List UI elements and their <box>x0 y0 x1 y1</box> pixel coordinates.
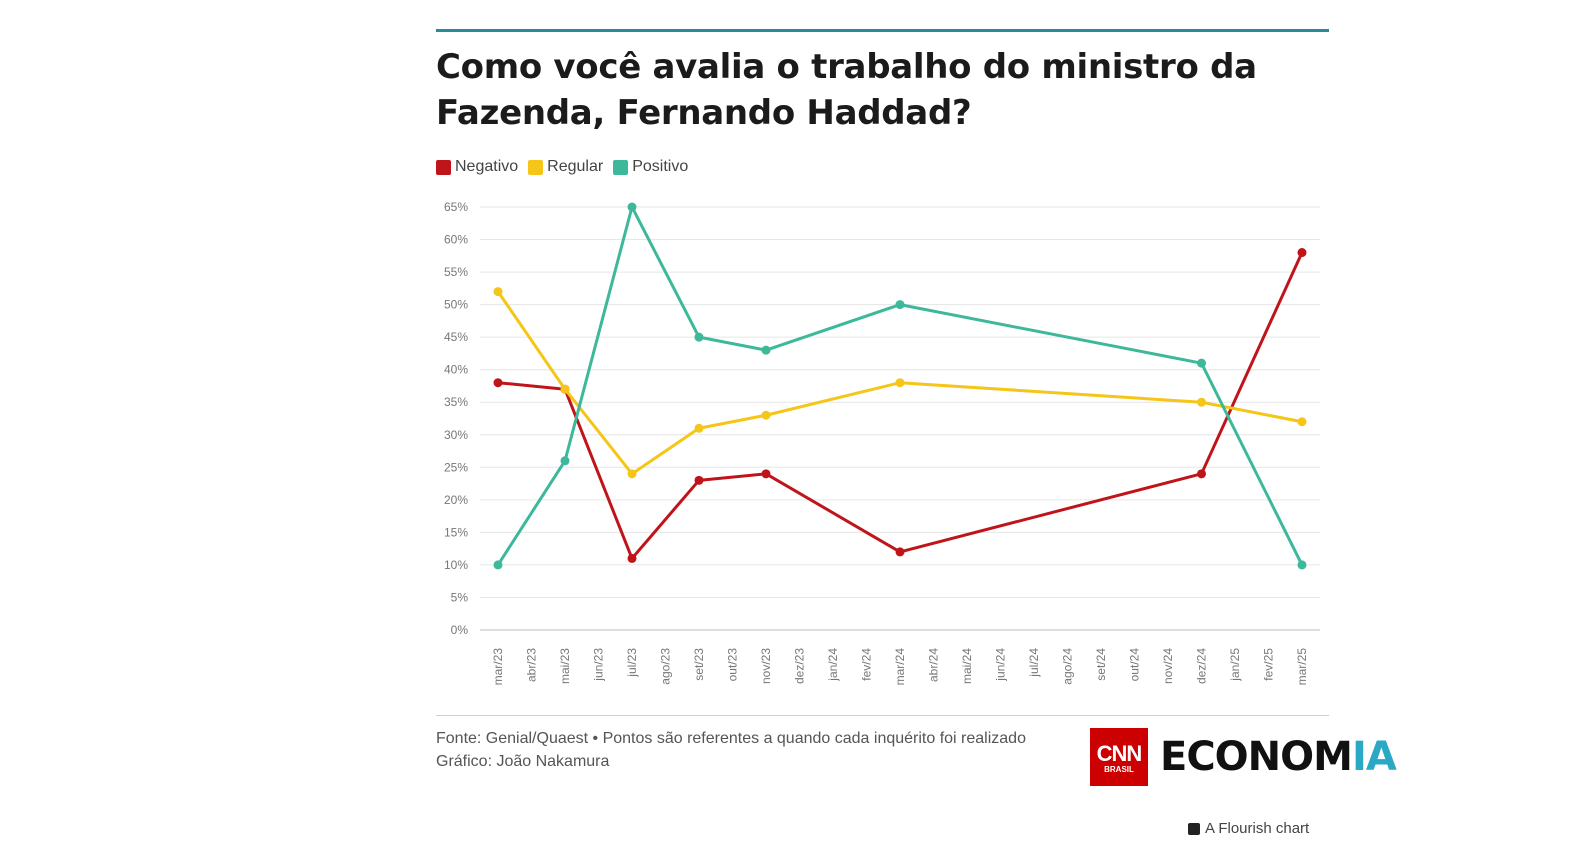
x-tick-label: out/23 <box>726 648 740 682</box>
x-tick-label: jan/24 <box>826 648 840 682</box>
x-tick-label: set/24 <box>1094 648 1108 681</box>
x-tick-label: mai/24 <box>960 648 974 684</box>
legend-item-negativo[interactable]: Negativo <box>436 158 518 176</box>
y-tick-label: 55% <box>444 265 468 279</box>
data-point-negativo <box>1197 469 1206 479</box>
legend-swatch-negativo <box>436 159 451 175</box>
legend-swatch-positivo <box>613 159 629 175</box>
data-point-positivo <box>694 332 704 342</box>
data-point-positivo <box>560 456 570 466</box>
data-point-regular <box>1197 397 1206 407</box>
y-tick-label: 40% <box>444 363 468 377</box>
y-tick-label: 20% <box>444 493 468 507</box>
x-tick-label: nov/23 <box>759 648 773 684</box>
data-point-regular <box>895 378 905 388</box>
data-point-positivo <box>1297 560 1307 570</box>
data-point-negativo <box>493 378 503 388</box>
x-tick-label: jun/23 <box>592 648 606 682</box>
data-point-negativo <box>761 469 771 479</box>
x-tick-label: jul/23 <box>625 648 639 678</box>
x-tick-label: ago/23 <box>659 648 673 685</box>
x-tick-label: dez/24 <box>1195 648 1209 684</box>
data-point-negativo <box>694 475 704 485</box>
cnn-logo-subtext: BRASIL <box>1104 764 1134 774</box>
y-tick-label: 45% <box>444 330 468 344</box>
y-tick-label: 5% <box>451 590 469 604</box>
x-tick-label: jul/24 <box>1027 648 1041 678</box>
x-tick-label: fev/25 <box>1262 648 1276 681</box>
data-point-positivo <box>627 202 637 212</box>
source-note: Fonte: Genial/Quaest • Pontos são refere… <box>436 727 1036 773</box>
x-tick-label: jun/24 <box>994 648 1008 682</box>
y-tick-label: 60% <box>444 233 468 247</box>
series-line-negativo <box>497 251 1304 560</box>
data-point-regular <box>1297 417 1307 427</box>
data-point-positivo <box>1197 358 1206 368</box>
series-line-positivo <box>496 205 1304 566</box>
economia-wordmark-main: ECONOM <box>1160 734 1353 780</box>
bottom-rule <box>436 715 1329 716</box>
flourish-credit[interactable]: A Flourish chart <box>1188 820 1309 837</box>
cnn-logo: CNN BRASIL <box>1090 728 1148 786</box>
data-point-positivo <box>761 345 771 355</box>
data-point-negativo <box>895 547 905 557</box>
x-tick-label: abr/23 <box>525 648 539 682</box>
legend-item-regular[interactable]: Regular <box>528 158 603 176</box>
flourish-credit-text: A Flourish chart <box>1205 820 1310 837</box>
legend-swatch-regular <box>528 159 544 175</box>
x-tick-label: set/23 <box>692 648 706 681</box>
source-line: Fonte: Genial/Quaest • Pontos são refere… <box>436 730 1026 747</box>
data-point-regular <box>694 423 704 433</box>
data-point-regular <box>761 410 771 420</box>
x-tick-label: nov/24 <box>1161 648 1175 684</box>
data-point-negativo <box>1297 248 1307 258</box>
legend-label-positivo: Positivo <box>632 158 689 175</box>
y-tick-label: 30% <box>444 428 468 442</box>
credit-line: Gráfico: João Nakamura <box>436 753 610 770</box>
x-tick-label: ago/24 <box>1061 648 1075 685</box>
x-tick-label: out/24 <box>1128 648 1142 682</box>
y-tick-label: 15% <box>444 525 468 539</box>
y-tick-label: 10% <box>444 558 468 572</box>
data-point-regular <box>627 469 637 479</box>
economia-wordmark: ECONOMIA <box>1160 734 1397 780</box>
economia-wordmark-accent: IA <box>1351 734 1397 780</box>
series-line-regular <box>496 290 1303 476</box>
x-tick-label: mar/24 <box>893 648 907 686</box>
y-tick-label: 65% <box>444 200 468 214</box>
y-tick-label: 25% <box>444 460 468 474</box>
legend-item-positivo[interactable]: Positivo <box>613 158 688 176</box>
legend: Negativo Regular Positivo <box>436 156 688 178</box>
x-tick-label: mar/23 <box>491 648 505 686</box>
data-point-positivo <box>493 560 503 570</box>
flourish-icon <box>1188 822 1200 835</box>
cnn-economia-logo: CNN BRASIL ECONOMIA <box>1090 727 1397 787</box>
legend-label-negativo: Negativo <box>455 158 519 175</box>
line-chart: 0% 5% 10% 15% 20% 25% 30% 35% 40% 45% 50% 55% 60% 65%… <box>444 200 1320 686</box>
x-tick-label: mar/25 <box>1295 648 1309 686</box>
x-tick-label: dez/23 <box>793 648 807 684</box>
y-tick-label: 35% <box>444 395 468 409</box>
cnn-logo-text: CNN <box>1096 740 1143 766</box>
y-tick-label: 0% <box>451 623 469 637</box>
x-tick-label: fev/24 <box>860 648 874 681</box>
x-tick-label: jan/25 <box>1228 648 1242 682</box>
data-point-regular <box>493 287 503 297</box>
data-point-positivo <box>895 300 905 310</box>
data-point-negativo <box>627 553 637 563</box>
chart-card: Como você avalia o trabalho do ministro … <box>436 0 1397 864</box>
y-tick-label: 50% <box>444 298 468 312</box>
top-rule <box>436 29 1329 32</box>
x-tick-label: mai/23 <box>558 648 572 684</box>
data-point-regular <box>560 384 570 394</box>
legend-label-regular: Regular <box>547 158 604 175</box>
chart-title: Como você avalia o trabalho do ministro … <box>436 47 1257 133</box>
x-tick-label: abr/24 <box>927 648 941 682</box>
